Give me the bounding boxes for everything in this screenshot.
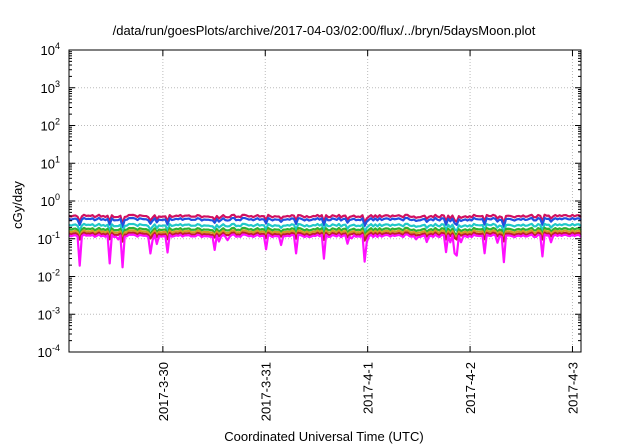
x-tick-label: 2017-4-2 (463, 362, 478, 414)
y-tick-label: 102 (41, 117, 60, 134)
series-line (68, 222, 582, 234)
y-axis-label: cGy/day (10, 181, 25, 229)
series-line (68, 216, 582, 229)
series-line (68, 233, 582, 269)
x-tick-label: 2017-3-30 (156, 362, 171, 421)
y-tick-label: 100 (41, 192, 60, 209)
y-tick-label: 10-3 (38, 305, 60, 322)
y-tick-label: 10-1 (38, 230, 60, 247)
series-group (68, 213, 582, 269)
chart-title: /data/run/goesPlots/archive/2017-04-03/0… (113, 23, 536, 38)
x-tick-label: 2017-3-31 (258, 362, 273, 421)
grid (69, 50, 581, 352)
y-tick-label: 10-4 (38, 343, 60, 360)
x-tick-label: 2017-4-3 (565, 362, 580, 414)
y-tick-label: 101 (41, 154, 60, 171)
x-ticks: 2017-3-30 2017-3-31 2017-4-1 2017-4-2 2017-4… (156, 50, 580, 421)
y-tick-label: 103 (41, 79, 60, 96)
y-tick-label: 10-2 (38, 268, 60, 285)
y-tick-label: 104 (41, 41, 60, 58)
x-axis-label: Coordinated Universal Time (UTC) (224, 429, 423, 444)
x-tick-label: 2017-4-1 (361, 362, 376, 414)
